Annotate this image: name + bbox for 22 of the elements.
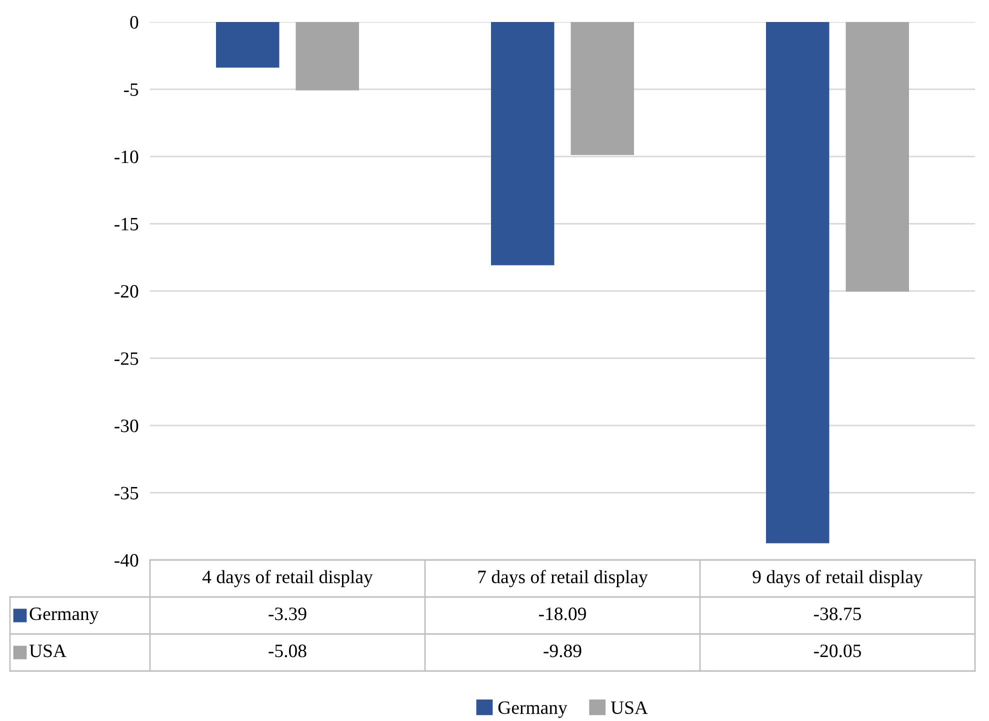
x-tick-label: 9 days of retail display bbox=[752, 570, 923, 588]
text: USA bbox=[29, 644, 66, 658]
data-label: -9.89 bbox=[544, 644, 582, 658]
data-label: -20.05 bbox=[814, 644, 861, 658]
data-label: -18.09 bbox=[538, 608, 586, 620]
y-tick-label: -20 bbox=[114, 285, 138, 298]
y-tick-label: -15 bbox=[114, 218, 138, 230]
data-label: -38.75 bbox=[814, 608, 861, 620]
y-tick-label: -30 bbox=[114, 420, 138, 432]
y-tick-label: -5 bbox=[124, 83, 138, 96]
text: Germany bbox=[498, 701, 568, 718]
y-tick-label: -35 bbox=[114, 486, 138, 500]
y-tick-label: 0 bbox=[130, 16, 138, 29]
y-tick-label: -25 bbox=[114, 352, 138, 365]
data-label: -3.39 bbox=[268, 608, 306, 620]
y-tick-label: -10 bbox=[114, 150, 138, 164]
x-tick-label: 7 days of retail display bbox=[478, 570, 648, 588]
x-tick-label: 4 days of retail display bbox=[202, 570, 373, 588]
y-tick-label: -40 bbox=[114, 554, 138, 567]
legend-label: USA bbox=[610, 701, 648, 714]
data-label: -5.08 bbox=[268, 644, 306, 658]
legend-label: Germany bbox=[30, 608, 99, 624]
